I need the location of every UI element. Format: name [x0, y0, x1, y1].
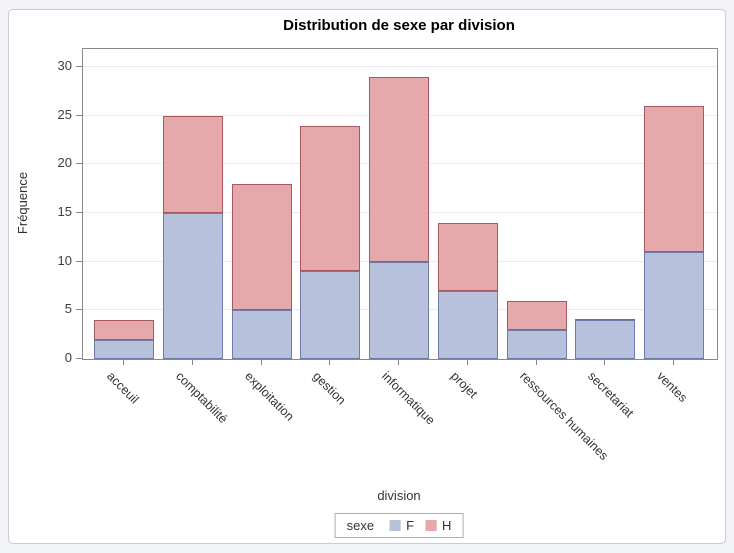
bar-segment-F-secretariat	[575, 320, 636, 359]
bar-segment-F-ressources-humaines	[506, 329, 567, 359]
bar-segment-F-comptabilité	[162, 213, 223, 359]
x-tick-mark	[466, 359, 468, 365]
y-tick-label: 30	[57, 58, 72, 74]
y-tick-label: 10	[57, 252, 72, 268]
bar-segment-F-informatique	[369, 261, 429, 359]
x-tick-mark	[673, 359, 674, 365]
x-tick-mark	[260, 359, 262, 365]
bar-segment-F-ventes	[644, 251, 704, 359]
bar-informatique	[369, 76, 429, 359]
legend-swatch-H	[426, 520, 438, 531]
bar-acceuil	[94, 320, 154, 359]
y-tick-mark	[76, 212, 82, 214]
y-tick-label: 5	[64, 301, 72, 317]
bar-ventes	[644, 106, 704, 359]
x-tick-mark	[398, 359, 399, 365]
bar-segment-H-ressources-humaines	[506, 300, 567, 330]
legend-title: sexe	[346, 518, 375, 533]
bar-gestion	[300, 125, 361, 359]
bar-exploitation	[231, 183, 292, 359]
bar-segment-H-informatique	[369, 76, 429, 262]
y-tick-mark	[76, 309, 82, 311]
bar-segment-H-projet	[437, 222, 498, 291]
y-axis-title: Fréquence	[15, 171, 30, 235]
bar-segment-F-projet	[437, 290, 498, 359]
x-tick-label-comptabilité: comptabilité	[172, 369, 230, 427]
legend-swatch-F	[390, 520, 402, 531]
y-tick-label: 20	[57, 155, 72, 171]
x-tick-mark	[191, 359, 193, 365]
bar-segment-F-acceuil	[94, 339, 154, 359]
y-tick-mark	[76, 358, 82, 359]
bar-segment-F-exploitation	[231, 310, 292, 359]
x-tick-label-secretariat: secretariat	[585, 369, 637, 421]
y-tick-mark	[76, 163, 82, 165]
y-tick-label: 25	[57, 106, 72, 122]
y-tick-mark	[76, 114, 82, 116]
x-tick-label-ventes: ventes	[654, 369, 691, 405]
y-tick-mark	[76, 260, 82, 262]
x-tick-mark	[535, 359, 537, 365]
chart-figure: Distribution de sexe par division Fréque…	[8, 9, 726, 544]
bar-comptabilité	[162, 115, 223, 359]
bar-segment-H-exploitation	[231, 183, 292, 311]
bar-segment-H-comptabilité	[162, 115, 223, 214]
y-tick-label: 0	[64, 350, 72, 365]
chart-title: Distribution de sexe par division	[283, 17, 515, 34]
x-tick-label-informatique: informatique	[379, 369, 438, 428]
x-tick-label-acceuil: acceuil	[104, 369, 142, 407]
x-tick-mark	[329, 359, 331, 365]
x-axis-title: division	[377, 488, 421, 503]
y-tick-mark	[76, 66, 82, 68]
plot-wall	[82, 48, 718, 360]
x-tick-label-exploitation: exploitation	[241, 369, 297, 424]
x-tick-label-projet: projet	[447, 369, 480, 402]
x-tick-mark	[123, 359, 124, 365]
bar-ressources-humaines	[506, 300, 567, 359]
legend-label-H: H	[442, 518, 452, 533]
y-gridline	[83, 66, 717, 68]
bar-segment-H-secretariat	[575, 319, 636, 321]
legend-label-F: F	[406, 518, 415, 533]
bar-segment-H-acceuil	[94, 320, 154, 340]
y-tick-label: 15	[57, 204, 72, 220]
bar-secretariat	[575, 319, 636, 359]
bar-segment-F-gestion	[300, 271, 361, 359]
legend-item-H: H	[426, 518, 451, 533]
x-tick-mark	[604, 359, 606, 365]
bar-projet	[437, 222, 498, 359]
bar-segment-H-gestion	[300, 125, 361, 272]
x-tick-label-gestion: gestion	[310, 369, 349, 408]
bar-segment-H-ventes	[644, 106, 704, 252]
legend-item-F: F	[390, 518, 414, 533]
